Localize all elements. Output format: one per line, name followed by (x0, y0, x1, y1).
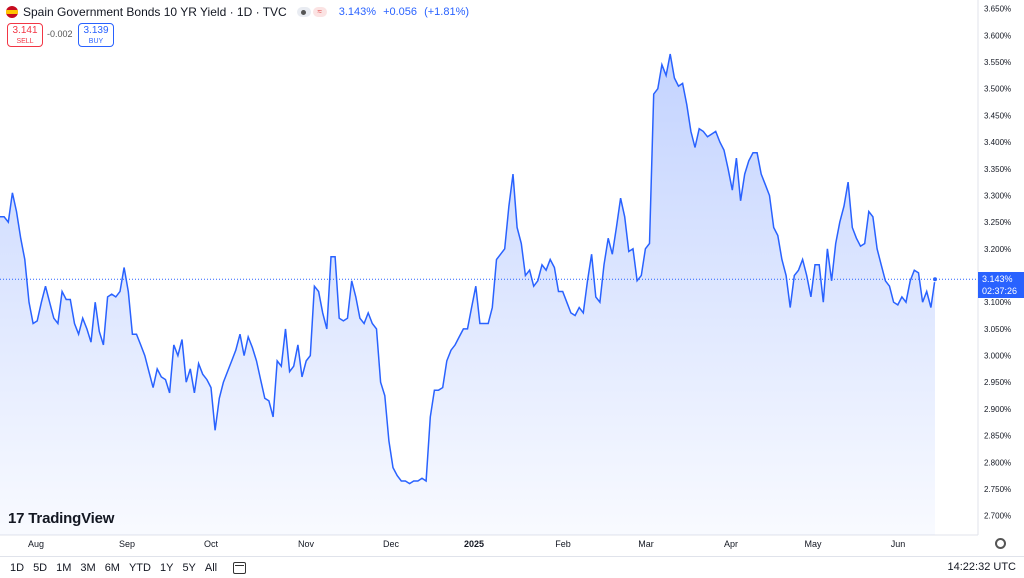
last-price-tag: 3.143% 02:37:26 (978, 272, 1024, 298)
x-tick-label: 2025 (464, 539, 484, 549)
y-tick-label: 3.250% (984, 218, 1011, 227)
time-axis[interactable]: Aug Sep Oct Nov Dec 2025 Feb Mar Apr May Jun (28, 539, 905, 549)
bottom-toolbar: 1D 5D 1M 3M 6M YTD 1Y 5Y All 14:22:32 UTC (0, 556, 1024, 578)
yield-series-line (0, 53, 936, 485)
x-tick-label: May (804, 539, 822, 549)
data-flag-icon[interactable]: ≈ (312, 7, 327, 17)
y-tick-label: 2.750% (984, 485, 1011, 494)
price-axis[interactable]: 3.650% 3.600% 3.550% 3.500% 3.450% 3.400% 3.35… (984, 5, 1011, 521)
y-tick-label: 3.600% (984, 31, 1011, 40)
price-tag-countdown: 02:37:26 (982, 286, 1018, 296)
price-change-percent: (+1.81%) (424, 6, 470, 18)
x-tick-label: Oct (204, 539, 219, 549)
chart-legend-header: Spain Government Bonds 10 YR Yield · 1D … (6, 4, 473, 20)
y-tick-label: 3.400% (984, 138, 1011, 147)
y-tick-label: 2.800% (984, 458, 1011, 467)
x-tick-label: Aug (28, 539, 44, 549)
x-tick-label: Apr (724, 539, 738, 549)
buy-label: BUY (88, 38, 104, 45)
y-tick-label: 3.500% (984, 85, 1011, 94)
y-tick-label: 3.100% (984, 298, 1011, 307)
x-tick-label: Dec (383, 539, 400, 549)
range-button-5d[interactable]: 5D (33, 561, 48, 574)
y-tick-label: 3.450% (984, 111, 1011, 120)
y-tick-label: 2.850% (984, 432, 1011, 441)
range-button-ytd[interactable]: YTD (128, 561, 151, 574)
buy-button[interactable]: 3.139 BUY (78, 23, 114, 47)
y-tick-label: 3.650% (984, 5, 1011, 14)
range-button-3m[interactable]: 3M (80, 561, 96, 574)
range-button-1d[interactable]: 1D (10, 561, 25, 574)
legend-values: 3.143% +0.056 (+1.81%) (339, 6, 473, 18)
y-tick-label: 3.000% (984, 352, 1011, 361)
y-tick-label: 3.350% (984, 165, 1011, 174)
y-tick-label: 2.900% (984, 405, 1011, 414)
tradingview-logo[interactable]: 17 TradingView (8, 510, 114, 527)
utc-clock[interactable]: 14:22:32 UTC (947, 561, 1016, 573)
symbol-title[interactable]: Spain Government Bonds 10 YR Yield · 1D … (23, 5, 287, 19)
range-button-6m[interactable]: 6M (104, 561, 120, 574)
sell-button[interactable]: 3.141 SELL (7, 23, 43, 47)
x-tick-label: Sep (119, 539, 135, 549)
logo-text: TradingView (28, 510, 115, 527)
tradingview-logo-icon: 17 (8, 510, 25, 527)
market-status-dot-icon[interactable] (296, 7, 311, 17)
price-change: +0.056 (383, 6, 418, 18)
calendar-icon[interactable] (233, 561, 247, 574)
yield-area (0, 54, 935, 535)
last-price: 3.143% (338, 6, 377, 18)
x-tick-label: Nov (298, 539, 315, 549)
y-tick-label: 3.550% (984, 58, 1011, 67)
y-tick-label: 2.700% (984, 512, 1011, 521)
market-status[interactable]: ≈ (296, 7, 327, 17)
sell-price: 3.141 (12, 25, 38, 36)
gear-icon[interactable] (995, 538, 1006, 549)
range-button-1y[interactable]: 1Y (159, 561, 174, 574)
range-button-5y[interactable]: 5Y (182, 561, 196, 574)
y-tick-label: 3.300% (984, 191, 1011, 200)
x-tick-label: Feb (555, 539, 571, 549)
sell-label: SELL (16, 38, 34, 45)
buy-price: 3.139 (83, 25, 109, 36)
spread-value: -0.002 (47, 29, 73, 39)
x-tick-label: Mar (638, 539, 654, 549)
yield-chart[interactable]: 3.650% 3.600% 3.550% 3.500% 3.450% 3.400% 3.35… (0, 0, 1024, 556)
x-tick-label: Jun (891, 539, 906, 549)
spain-flag-icon (6, 6, 18, 18)
range-button-all[interactable]: All (204, 561, 218, 574)
last-price-dot (932, 276, 938, 283)
price-tag-value: 3.143% (982, 274, 1013, 284)
range-button-1m[interactable]: 1M (56, 561, 72, 574)
y-tick-label: 3.050% (984, 325, 1011, 334)
y-tick-label: 2.950% (984, 378, 1011, 387)
y-tick-label: 3.200% (984, 245, 1011, 254)
range-buttons: 1D 5D 1M 3M 6M YTD 1Y 5Y All (0, 562, 221, 574)
